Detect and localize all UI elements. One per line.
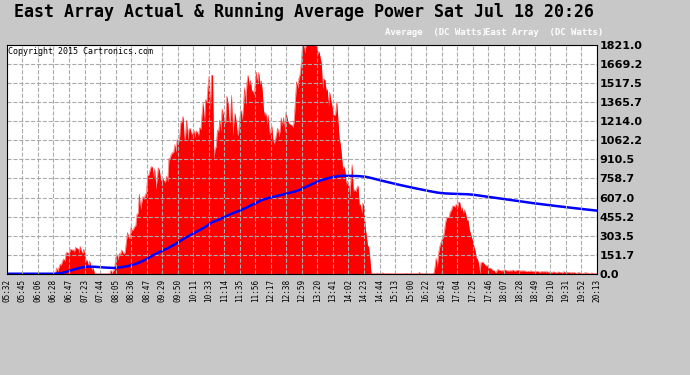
Text: 17:04: 17:04 xyxy=(453,279,462,303)
Text: 19:52: 19:52 xyxy=(577,279,586,303)
Text: 17:46: 17:46 xyxy=(484,279,493,303)
Text: 13:41: 13:41 xyxy=(328,279,337,303)
Text: 10:11: 10:11 xyxy=(188,279,198,303)
Text: 06:28: 06:28 xyxy=(49,279,58,303)
Text: 06:06: 06:06 xyxy=(33,279,43,303)
Text: 14:02: 14:02 xyxy=(344,279,353,303)
Text: 13:20: 13:20 xyxy=(313,279,322,303)
Text: 07:44: 07:44 xyxy=(95,279,105,303)
Text: 18:07: 18:07 xyxy=(499,279,509,303)
Text: Average  (DC Watts): Average (DC Watts) xyxy=(385,28,488,38)
Text: 09:50: 09:50 xyxy=(173,279,182,303)
Text: 05:45: 05:45 xyxy=(18,279,27,303)
Text: 19:31: 19:31 xyxy=(561,279,571,303)
Text: 17:25: 17:25 xyxy=(468,279,477,303)
Text: 19:10: 19:10 xyxy=(546,279,555,303)
Text: 16:43: 16:43 xyxy=(437,279,446,303)
Text: East Array  (DC Watts): East Array (DC Watts) xyxy=(485,28,603,38)
Text: East Array Actual & Running Average Power Sat Jul 18 20:26: East Array Actual & Running Average Powe… xyxy=(14,2,593,21)
Text: 08:47: 08:47 xyxy=(142,279,151,303)
Text: 12:38: 12:38 xyxy=(282,279,291,303)
Text: 15:13: 15:13 xyxy=(391,279,400,303)
Text: 08:36: 08:36 xyxy=(126,279,136,303)
Text: 11:56: 11:56 xyxy=(250,279,260,303)
Text: 12:59: 12:59 xyxy=(297,279,306,303)
Text: 09:29: 09:29 xyxy=(157,279,167,303)
Text: 12:17: 12:17 xyxy=(266,279,275,303)
Text: 11:14: 11:14 xyxy=(219,279,229,303)
Text: 16:22: 16:22 xyxy=(422,279,431,303)
Text: 15:00: 15:00 xyxy=(406,279,415,303)
Text: 11:35: 11:35 xyxy=(235,279,244,303)
Text: 05:32: 05:32 xyxy=(2,279,12,303)
Text: 18:49: 18:49 xyxy=(530,279,540,303)
Text: 07:23: 07:23 xyxy=(80,279,89,303)
Text: 06:47: 06:47 xyxy=(64,279,74,303)
Text: Copyright 2015 Cartronics.com: Copyright 2015 Cartronics.com xyxy=(8,47,153,56)
Text: 20:13: 20:13 xyxy=(592,279,602,303)
Text: 10:33: 10:33 xyxy=(204,279,213,303)
Text: 14:44: 14:44 xyxy=(375,279,384,303)
Text: 18:28: 18:28 xyxy=(515,279,524,303)
Text: 14:23: 14:23 xyxy=(359,279,368,303)
Text: 08:05: 08:05 xyxy=(111,279,120,303)
